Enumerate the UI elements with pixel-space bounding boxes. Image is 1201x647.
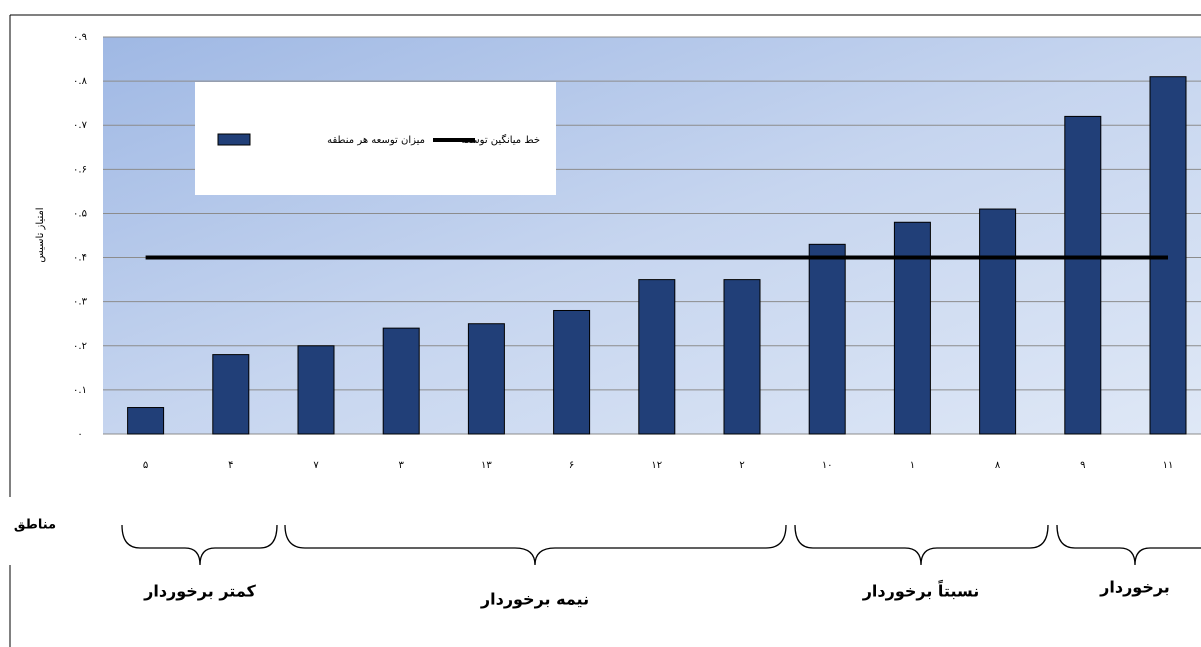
bar — [979, 208, 1017, 435]
group-label: کمتر برخوردار — [143, 582, 256, 601]
x-tick-label: ۱۳ — [481, 460, 492, 471]
bracket — [1056, 524, 1201, 566]
y-tick-label: ۰.۸ — [73, 76, 88, 87]
x-tick-label: ۱۰ — [822, 460, 833, 471]
bar — [723, 279, 761, 435]
x-tick-label: ۶ — [569, 460, 574, 471]
bracket — [794, 524, 1049, 566]
legend — [195, 82, 556, 195]
y-tick-label: ۰.۵ — [73, 208, 87, 219]
bar — [893, 221, 931, 435]
bar — [1149, 76, 1187, 435]
y-tick-label: ۰.۹ — [73, 32, 87, 43]
y-tick-label: ۰.۷ — [73, 120, 88, 131]
x-tick-label: ۹ — [1080, 460, 1085, 471]
x-tick-label: ۸ — [995, 460, 1001, 471]
x-tick-label: ۷ — [313, 460, 319, 471]
y-tick-label: ۰.۳ — [73, 297, 88, 308]
legend-label: میزان توسعه هر منطقه — [327, 135, 425, 146]
bracket — [121, 524, 278, 566]
bar — [638, 279, 676, 435]
x-tick-label: ۵ — [143, 460, 148, 471]
x-tick-label: ۱۲ — [651, 460, 662, 471]
x-tick-label: ۳ — [399, 460, 405, 471]
y-tick-label: ۰.۶ — [73, 164, 87, 175]
x-tick-label: ۱ — [910, 460, 915, 471]
bracket — [284, 524, 787, 566]
group-label: نسبتاً برخوردار — [862, 579, 980, 601]
y-tick-label: ۰.۱ — [73, 385, 87, 396]
x-tick-label: ۱۱ — [1163, 460, 1174, 471]
group-label: برخوردار — [1099, 578, 1170, 597]
y-tick-label: ۰.۲ — [73, 341, 87, 352]
bar — [467, 323, 505, 435]
x-axis-label: مناطق — [14, 518, 56, 533]
brackets — [121, 524, 1201, 566]
y-tick-label: ۰.۴ — [73, 253, 87, 264]
x-tick-label: ۴ — [228, 460, 233, 471]
bar — [1064, 115, 1102, 435]
bar — [553, 309, 591, 435]
bar — [212, 354, 250, 435]
y-tick-label: ۰ — [77, 429, 82, 440]
group-label: نیمه برخوردار — [480, 590, 589, 609]
bar — [382, 327, 420, 435]
x-tick-label: ۲ — [739, 460, 744, 471]
y-axis-label: امتیاز تاسیس — [35, 207, 46, 262]
bar — [127, 407, 165, 435]
legend-label: خط میانگین توسعه — [461, 134, 540, 146]
bar — [808, 243, 846, 435]
bar — [297, 345, 335, 435]
legend-swatch — [217, 133, 251, 146]
